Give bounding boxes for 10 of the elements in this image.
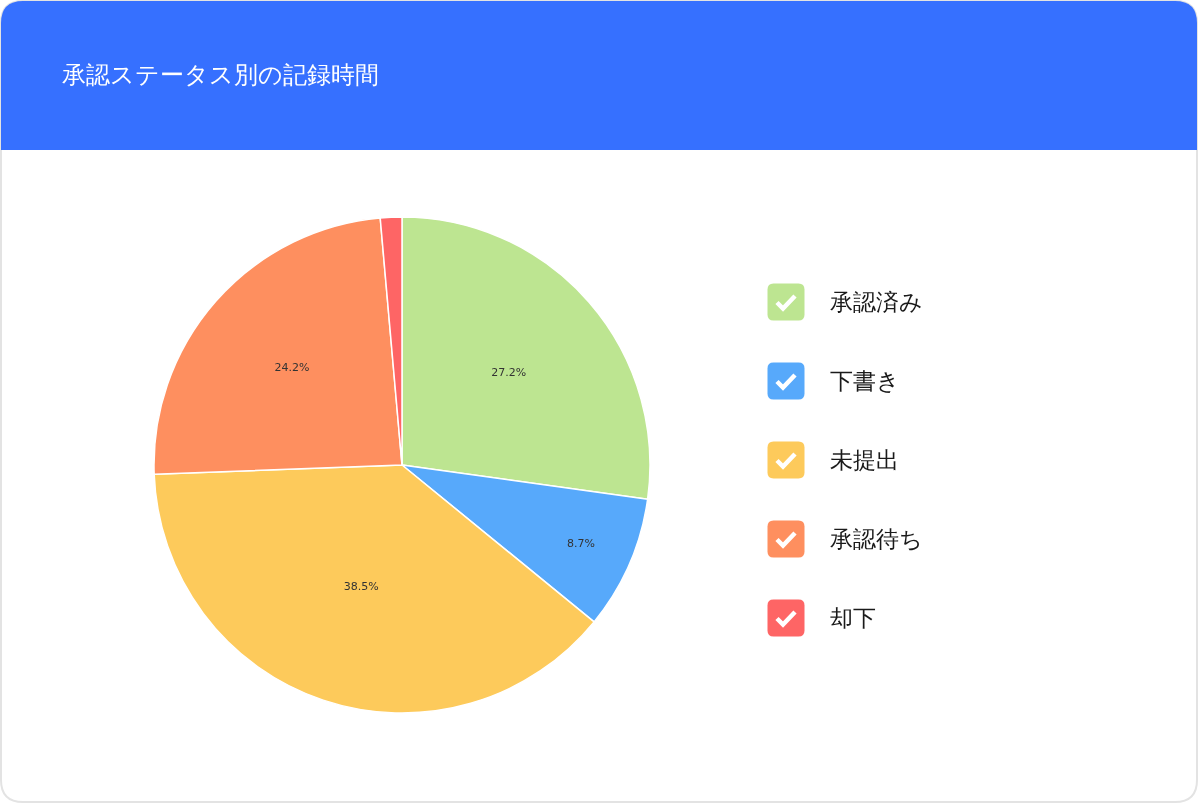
legend-label: 下書き [830, 368, 900, 394]
legend-label: 未提出 [830, 447, 899, 473]
legend-label: 却下 [830, 605, 876, 631]
data-label: 8.7% [567, 536, 595, 550]
data-label: 38.5% [343, 579, 379, 593]
legend-label: 承認待ち [830, 526, 923, 552]
data-label: 24.2% [274, 361, 310, 375]
chart-title: 承認ステータス別の記録時間 [62, 61, 379, 90]
legend-label: 承認済み [830, 289, 923, 315]
data-label: 27.2% [491, 365, 527, 379]
